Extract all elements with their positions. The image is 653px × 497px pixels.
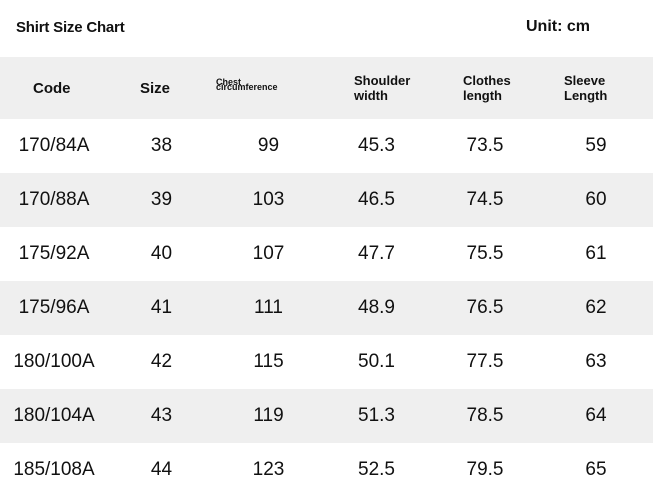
table-body: 170/84A 38 99 45.3 73.5 59 170/88A 39 103 46.5 74.… bbox=[0, 119, 653, 497]
cell-size: 41 bbox=[150, 297, 173, 318]
cell-sleeve-length: 63 bbox=[585, 351, 607, 372]
table-row: 170/88A 39 103 46.5 74.5 60 bbox=[0, 173, 653, 227]
cell-code: 170/84A bbox=[18, 135, 90, 156]
cell-clothes-length: 79.5 bbox=[466, 459, 504, 480]
table-row: 180/100A 42 115 50.1 77.5 63 bbox=[0, 335, 653, 389]
cell-clothes-length: 74.5 bbox=[466, 189, 504, 210]
table-row: 185/108A 44 123 52.5 79.5 65 bbox=[0, 443, 653, 497]
cell-clothes-length: 78.5 bbox=[466, 405, 504, 426]
cell-code: 175/92A bbox=[18, 243, 90, 264]
cell-size: 38 bbox=[150, 135, 173, 156]
cell-clothes-length: 76.5 bbox=[466, 297, 504, 318]
cell-code: 170/88A bbox=[18, 189, 90, 210]
table-header-row: Code Size Chest circumference Shoulder w… bbox=[0, 57, 653, 119]
column-header-shoulder: Shoulder width bbox=[354, 73, 411, 103]
cell-sleeve-length: 64 bbox=[585, 405, 607, 426]
cell-size: 42 bbox=[150, 351, 173, 372]
cell-sleeve-length: 59 bbox=[585, 135, 607, 156]
cell-chest: 99 bbox=[257, 135, 280, 156]
cell-shoulder: 45.3 bbox=[358, 135, 395, 156]
cell-shoulder: 48.9 bbox=[358, 297, 395, 318]
size-table: Code Size Chest circumference Shoulder w… bbox=[0, 57, 653, 497]
cell-code: 180/104A bbox=[13, 405, 95, 426]
column-header-sleeve-length: Sleeve Length bbox=[564, 73, 608, 103]
cell-shoulder: 50.1 bbox=[358, 351, 395, 372]
cell-shoulder: 46.5 bbox=[358, 189, 395, 210]
cell-shoulder: 51.3 bbox=[358, 405, 395, 426]
cell-size: 43 bbox=[150, 405, 173, 426]
cell-code: 175/96A bbox=[18, 297, 90, 318]
cell-clothes-length: 77.5 bbox=[466, 351, 504, 372]
table-row: 180/104A 43 119 51.3 78.5 64 bbox=[0, 389, 653, 443]
cell-shoulder: 52.5 bbox=[358, 459, 395, 480]
cell-chest: 111 bbox=[254, 297, 283, 318]
cell-shoulder: 47.7 bbox=[358, 243, 395, 264]
cell-chest: 119 bbox=[253, 405, 284, 426]
column-header-code: Code bbox=[33, 79, 71, 97]
cell-chest: 123 bbox=[252, 459, 285, 480]
cell-clothes-length: 73.5 bbox=[466, 135, 504, 156]
unit-label: Unit: cm bbox=[526, 18, 624, 36]
page-title: Shirt Size Chart bbox=[16, 19, 125, 36]
column-header-size: Size bbox=[140, 79, 171, 97]
table-row: 175/96A 41 111 48.9 76.5 62 bbox=[0, 281, 653, 335]
table-row: 175/92A 40 107 47.7 75.5 61 bbox=[0, 227, 653, 281]
cell-size: 39 bbox=[150, 189, 173, 210]
column-header-clothes-length: Clothes length bbox=[463, 73, 511, 103]
cell-code: 180/100A bbox=[13, 351, 95, 372]
cell-sleeve-length: 61 bbox=[585, 243, 607, 264]
cell-size: 44 bbox=[150, 459, 173, 480]
cell-chest: 103 bbox=[252, 189, 285, 210]
chart-header: Shirt Size Chart Unit: cm bbox=[0, 0, 653, 57]
cell-sleeve-length: 60 bbox=[585, 189, 607, 210]
cell-sleeve-length: 65 bbox=[585, 459, 607, 480]
cell-chest: 115 bbox=[253, 351, 284, 372]
cell-sleeve-length: 62 bbox=[585, 297, 607, 318]
column-header-chest: Chest circumference bbox=[216, 77, 278, 92]
cell-chest: 107 bbox=[252, 243, 285, 264]
cell-code: 185/108A bbox=[13, 459, 95, 480]
cell-size: 40 bbox=[150, 243, 173, 264]
cell-clothes-length: 75.5 bbox=[466, 243, 504, 264]
table-row: 170/84A 38 99 45.3 73.5 59 bbox=[0, 119, 653, 173]
